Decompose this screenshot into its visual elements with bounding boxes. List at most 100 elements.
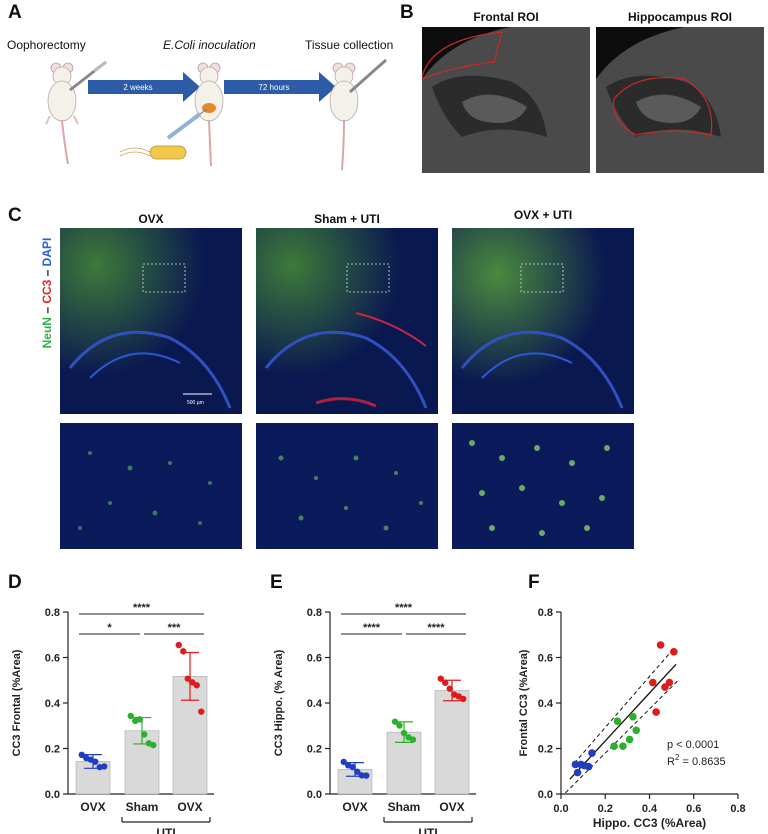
data-point [446, 685, 453, 692]
data-point [573, 768, 582, 777]
data-point [613, 717, 622, 725]
data-point [584, 762, 593, 771]
scissors-icon [349, 58, 387, 94]
mouse-icon [194, 62, 224, 167]
zoom-region-box [142, 263, 186, 293]
data-point [656, 641, 665, 649]
data-point [391, 718, 399, 725]
data-point [358, 772, 365, 779]
stain-neun-label: NeuN [40, 317, 54, 349]
data-point [189, 679, 196, 686]
microscopy-grid [60, 228, 634, 549]
x-tick-label: Sham [126, 800, 159, 814]
data-point [632, 726, 641, 735]
data-point [363, 772, 370, 779]
y-tick-label: 0.6 [45, 653, 60, 665]
data-point [136, 716, 143, 723]
x-tick-label: 0.2 [598, 803, 613, 815]
r-squared-exponent: 2 [675, 753, 680, 762]
y-tick-label: 0.8 [307, 607, 322, 619]
data-point [396, 722, 403, 729]
y-tick-label: 0.6 [307, 653, 322, 665]
significance-label: **** [133, 602, 151, 614]
frontal-roi-outline [422, 31, 503, 80]
data-point [150, 741, 157, 749]
data-point [354, 768, 361, 775]
data-point [78, 751, 85, 759]
panel-label-e: E [270, 572, 283, 593]
regression-line [569, 663, 677, 780]
bacterium-icon [119, 145, 187, 160]
x-tick-label: OVX [439, 800, 464, 814]
r-squared-prefix: R [667, 756, 675, 768]
step-oophorectomy-label: Oophorectomy [7, 38, 86, 52]
mouse-icon [45, 62, 79, 165]
data-point [610, 742, 618, 751]
arrow-2-weeks [88, 72, 200, 102]
x-tick-label: OVX [177, 800, 202, 814]
data-point [571, 760, 580, 769]
stain-dapi-label: DAPI [40, 237, 54, 267]
ovx-uti-overview-image [452, 228, 634, 414]
data-point [92, 758, 99, 765]
arrow-2-weeks-label: 2 weeks [123, 83, 153, 92]
x-tick-label: 0.6 [686, 803, 701, 815]
data-point [193, 682, 200, 689]
zoom-region-box [520, 263, 564, 293]
data-point [175, 641, 182, 649]
zoom-region-box [346, 263, 390, 293]
x-tick-label: OVX [342, 800, 367, 814]
r-squared-value: = 0.8635 [679, 756, 725, 768]
significance-label: * [107, 622, 112, 634]
data-point [198, 708, 205, 715]
data-point [649, 678, 657, 687]
group-label: UTI [418, 826, 437, 834]
data-point [349, 763, 356, 771]
data-point [588, 749, 596, 757]
step-inoculation-label: E.Coli inoculation [163, 38, 256, 52]
p-value-annotation: p < 0.0001 [667, 739, 719, 751]
ovx-uti-zoom-image [452, 423, 634, 549]
x-tick-label: Sham [388, 800, 421, 814]
data-point [127, 712, 134, 720]
scale-bar-label: 500 µm [187, 400, 204, 406]
panel-label-d: D [8, 572, 22, 593]
y-tick-label: 0.0 [45, 789, 60, 801]
chart-e: 0.0 0.2 0.4 0.6 0.8 CC3 Hippo. (% Area) OVX Sha… [273, 602, 476, 834]
y-tick-label: 0.6 [538, 653, 553, 665]
mouse-icon [329, 62, 359, 171]
data-point [442, 679, 449, 686]
data-point [629, 712, 637, 721]
ovx-overview-image [60, 228, 242, 414]
data-point [437, 675, 444, 682]
arrow-72-hours [224, 72, 336, 102]
x-tick-label: 0.0 [553, 803, 568, 815]
group-label: UTI [156, 826, 175, 834]
y-tick-label: 0.4 [45, 698, 61, 710]
confidence-band-line [573, 648, 675, 764]
r-squared-annotation: R2 = 0.8635 [667, 753, 726, 768]
x-tick-label: OVX [80, 800, 105, 814]
data-point [400, 729, 408, 737]
data-point [460, 695, 467, 703]
y-tick-label: 0.8 [538, 607, 553, 619]
data-point [625, 735, 634, 744]
data-point [619, 742, 627, 751]
scalpel-icon [69, 60, 107, 92]
data-point [340, 758, 347, 766]
y-axis-label: CC3 Frontal (%Area) [11, 649, 23, 756]
y-tick-label: 0.8 [45, 607, 60, 619]
step-tissue-collection-label: Tissue collection [305, 38, 394, 52]
data-point [409, 736, 417, 743]
condition-ovx-title: OVX [138, 212, 164, 226]
sham-uti-zoom-image [256, 423, 438, 549]
data-point [665, 678, 674, 687]
panel-label-a: A [8, 2, 22, 23]
condition-sham-uti-title: Sham + UTI [314, 212, 380, 226]
frontal-roi-title: Frontal ROI [473, 10, 539, 24]
hippocampus-roi-image [596, 27, 764, 173]
stain-dash: – [40, 303, 54, 318]
hippocampus-roi-title: Hippocampus ROI [627, 10, 732, 24]
y-tick-label: 0.2 [45, 744, 60, 756]
arrow-72-hours-label: 72 hours [258, 83, 290, 92]
